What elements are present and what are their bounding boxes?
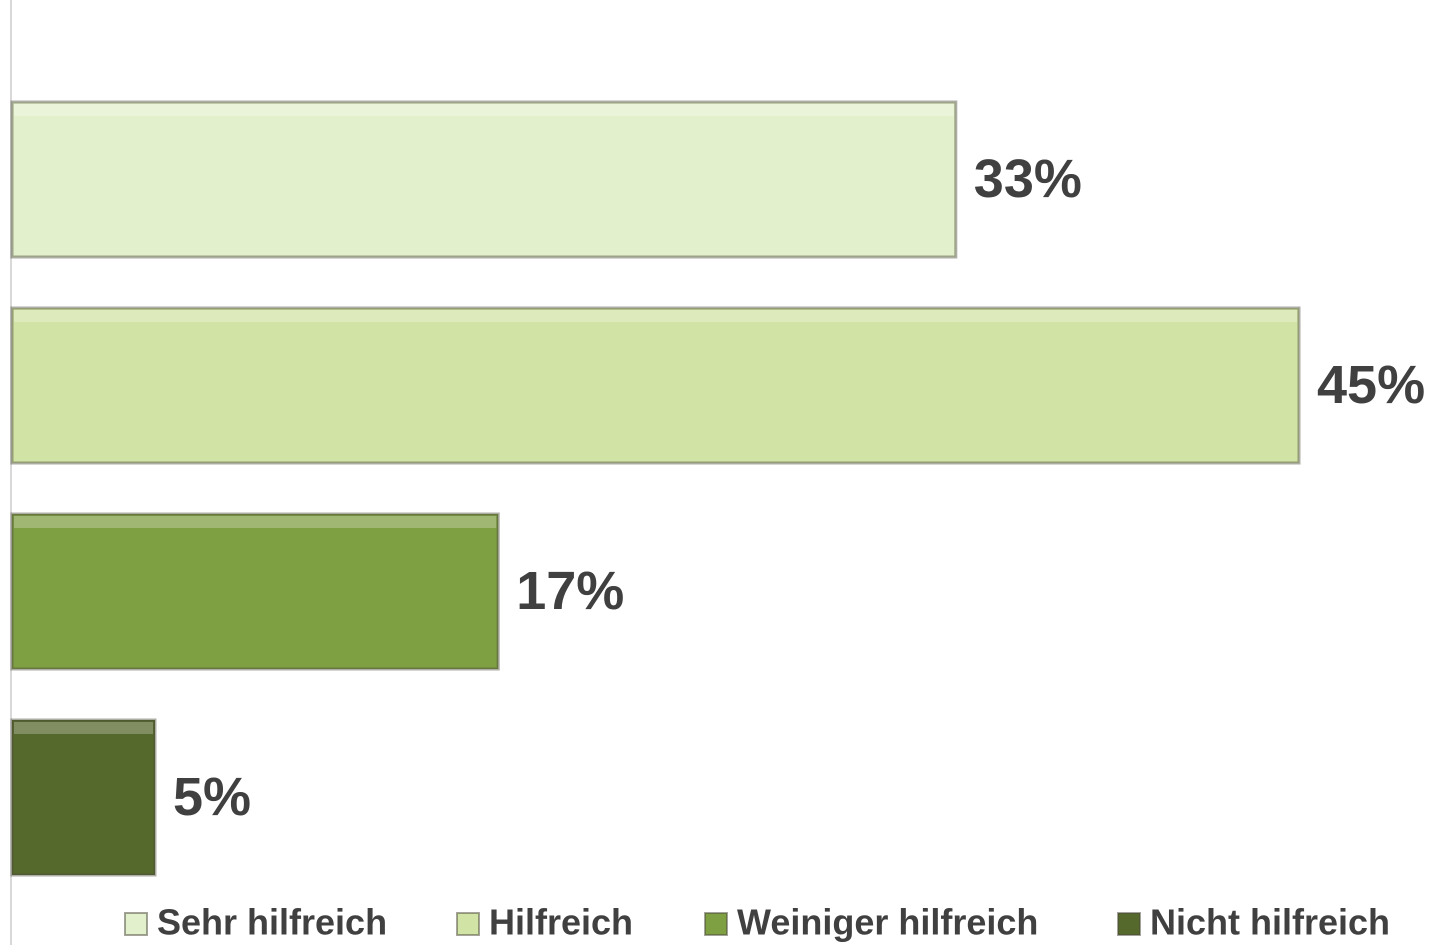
legend-label: Sehr hilfreich [157, 902, 387, 943]
value-label: 45% [1317, 355, 1425, 415]
bar-highlight [14, 310, 1297, 322]
legend-swatch [456, 912, 480, 936]
bar-highlight [14, 516, 497, 528]
value-label: 5% [173, 767, 251, 827]
value-label: 33% [974, 149, 1082, 209]
bar [10, 512, 500, 671]
legend-label: Nicht hilfreich [1150, 902, 1390, 943]
legend-label: Weiniger hilfreich [737, 902, 1038, 943]
legend-swatch [704, 912, 728, 936]
value-label: 17% [516, 561, 624, 621]
bar-highlight [14, 722, 153, 734]
bar-highlight [14, 104, 954, 116]
legend-label: Hilfreich [489, 902, 633, 943]
legend-swatch [124, 912, 148, 936]
bar [10, 306, 1301, 465]
legend-swatch [1117, 912, 1141, 936]
bar [10, 100, 958, 259]
bar [10, 718, 157, 877]
